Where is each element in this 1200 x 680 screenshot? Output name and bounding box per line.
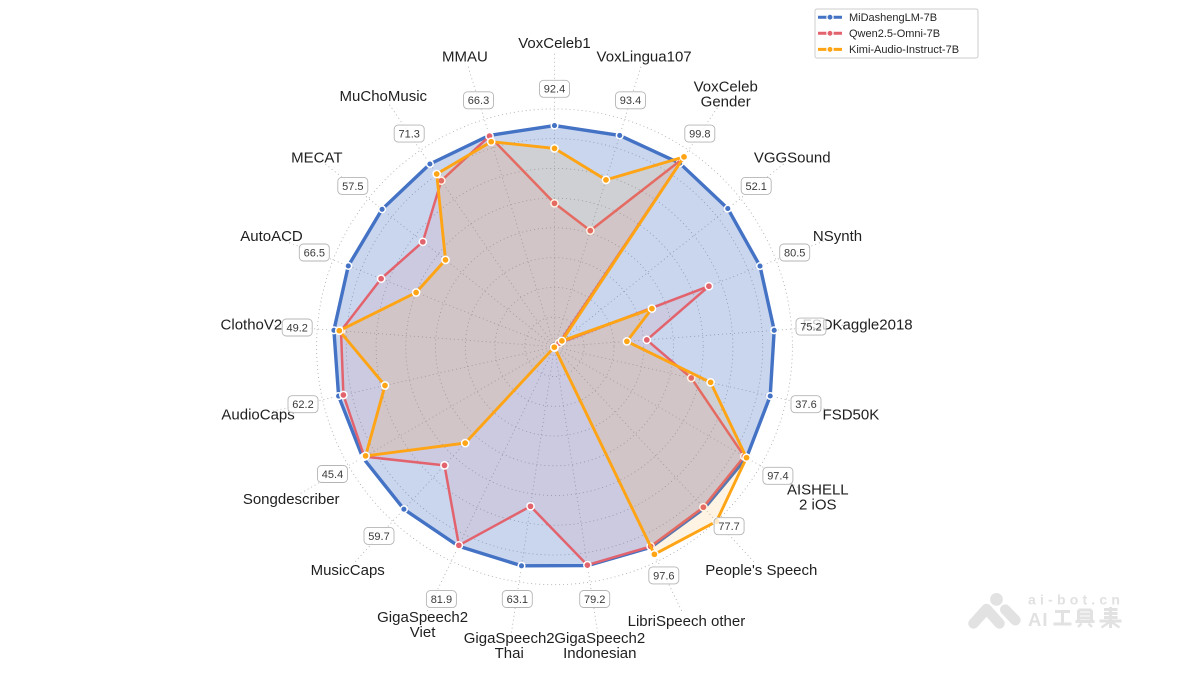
svg-text:Thai: Thai [495,645,524,662]
svg-text:66.5: 66.5 [304,247,325,259]
svg-text:People's Speech: People's Speech [705,562,817,579]
svg-text:49.2: 49.2 [286,322,307,334]
svg-text:AI: AI [1028,609,1049,630]
svg-text:57.5: 57.5 [342,181,363,193]
svg-text:MusicCaps: MusicCaps [311,562,385,579]
svg-text:VGGSound: VGGSound [754,150,831,167]
svg-text:MuChoMusic: MuChoMusic [340,88,428,105]
svg-text:71.3: 71.3 [398,129,419,141]
svg-text:GigaSpeech2: GigaSpeech2 [554,630,645,647]
svg-text:AISHELL: AISHELL [787,482,849,499]
svg-text:FSDKaggle2018: FSDKaggle2018 [803,316,913,333]
svg-text:LibriSpeech other: LibriSpeech other [628,613,746,630]
svg-text:97.4: 97.4 [767,471,788,483]
svg-text:77.7: 77.7 [718,521,739,533]
svg-text:VoxCeleb1: VoxCeleb1 [518,35,591,52]
svg-text:Gender: Gender [701,93,751,110]
svg-text:MMAU: MMAU [442,49,488,66]
svg-text:62.2: 62.2 [292,399,313,411]
svg-text:97.6: 97.6 [653,570,674,582]
svg-text:ai-bot.cn: ai-bot.cn [1028,592,1124,608]
svg-text:NSynth: NSynth [813,228,862,245]
svg-text:99.8: 99.8 [689,129,710,141]
svg-text:92.4: 92.4 [544,84,565,96]
svg-text:FSD50K: FSD50K [823,407,880,424]
svg-text:2 iOS: 2 iOS [799,497,837,514]
svg-text:59.7: 59.7 [368,531,389,543]
svg-text:79.2: 79.2 [584,594,605,606]
svg-text:AutoACD: AutoACD [240,228,303,245]
svg-text:Viet: Viet [410,624,436,641]
svg-text:66.3: 66.3 [468,95,489,107]
svg-text:81.9: 81.9 [431,594,452,606]
svg-text:80.5: 80.5 [784,247,805,259]
svg-text:45.4: 45.4 [322,469,343,481]
svg-text:GigaSpeech2: GigaSpeech2 [464,630,555,647]
svg-text:MiDashengLM-7B: MiDashengLM-7B [849,12,937,24]
svg-text:VoxLingua107: VoxLingua107 [597,49,692,66]
svg-text:Qwen2.5-Omni-7B: Qwen2.5-Omni-7B [849,28,940,40]
svg-text:Indonesian: Indonesian [563,645,636,662]
svg-text:75.2: 75.2 [800,322,821,334]
svg-text:Kimi-Audio-Instruct-7B: Kimi-Audio-Instruct-7B [849,44,959,56]
svg-text:ClothoV2: ClothoV2 [221,316,283,333]
svg-text:Songdescriber: Songdescriber [243,491,340,508]
svg-text:93.4: 93.4 [620,95,641,107]
svg-text:52.1: 52.1 [745,181,766,193]
svg-text:VoxCeleb: VoxCeleb [694,78,758,95]
svg-text:MECAT: MECAT [291,150,342,167]
svg-text:63.1: 63.1 [507,594,528,606]
svg-text:GigaSpeech2: GigaSpeech2 [377,609,468,626]
svg-text:37.6: 37.6 [795,399,816,411]
svg-text:AudioCaps: AudioCaps [221,407,294,424]
